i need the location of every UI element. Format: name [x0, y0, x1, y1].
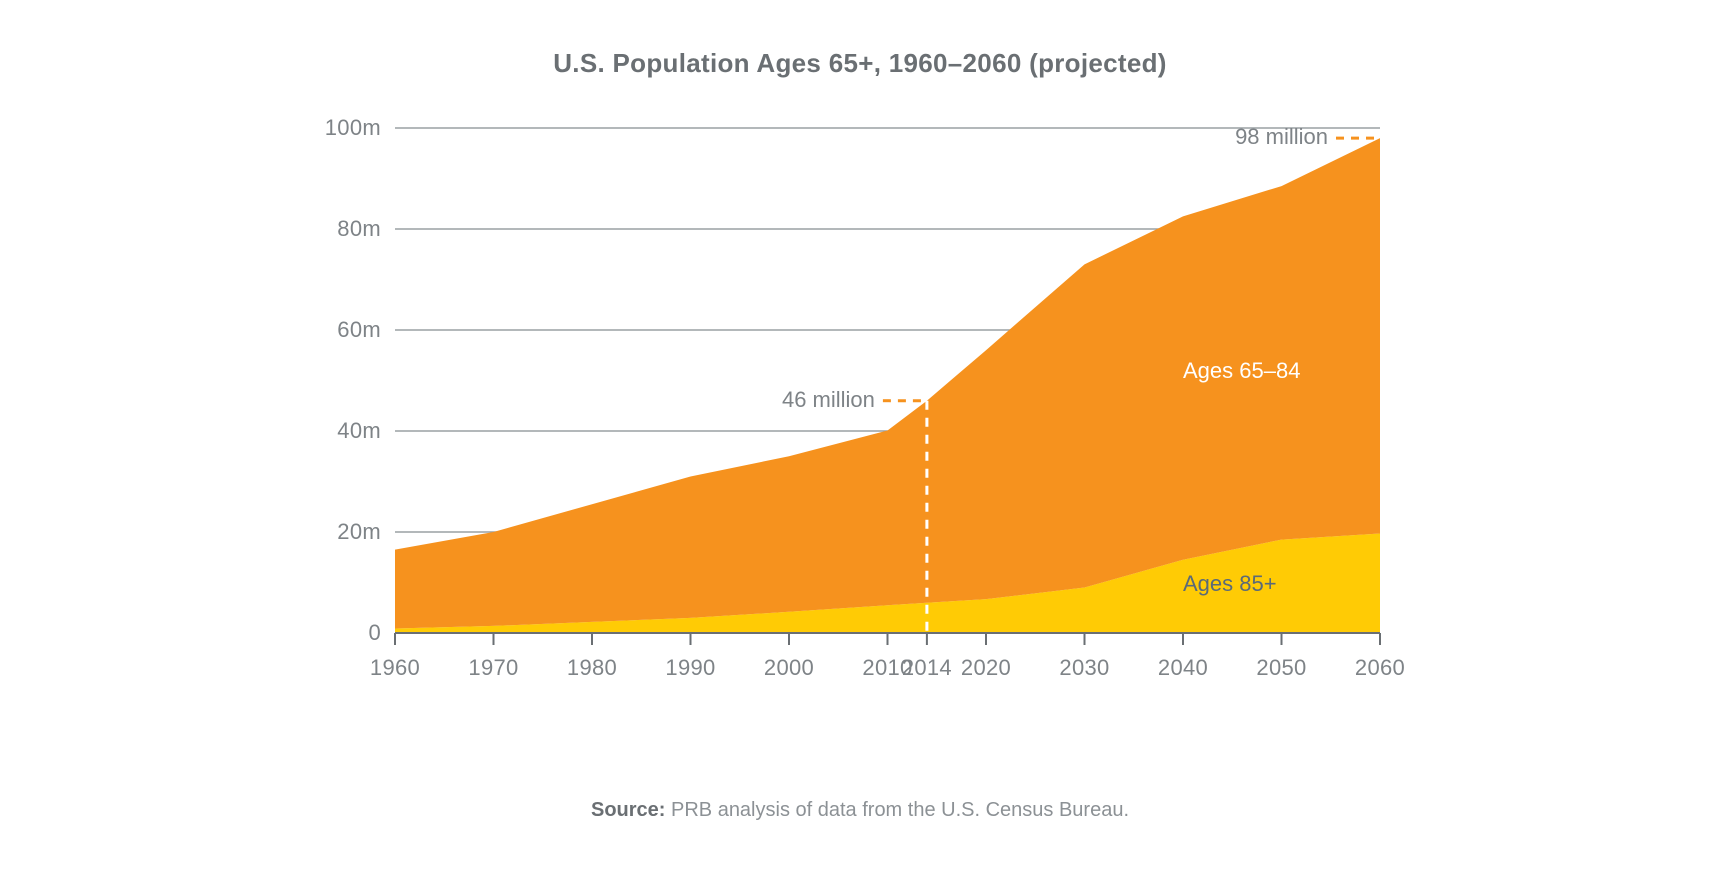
x-tick-label: 1990	[665, 655, 715, 681]
callout-label: 46 million	[782, 387, 875, 413]
y-tick-label: 60m	[337, 317, 381, 343]
x-tick-label: 2020	[961, 655, 1011, 681]
callout-label: 98 million	[1235, 124, 1328, 150]
population-area-chart: U.S. Population Ages 65+, 1960–2060 (pro…	[0, 0, 1720, 880]
y-tick-label: 100m	[325, 115, 381, 141]
source-text: PRB analysis of data from the U.S. Censu…	[665, 799, 1129, 821]
x-tick-label: 1970	[468, 655, 518, 681]
x-tick-label: 1960	[370, 655, 420, 681]
x-tick-label: 2040	[1158, 655, 1208, 681]
plot-overlay: 46 million98 millionAges 65–84Ages 85+	[395, 128, 1380, 633]
chart-source: Source: PRB analysis of data from the U.…	[0, 799, 1720, 822]
y-tick-label: 20m	[337, 519, 381, 545]
x-tick-label: 2030	[1059, 655, 1109, 681]
x-tick-label: 2014	[902, 655, 952, 681]
x-tick-label: 2050	[1256, 655, 1306, 681]
x-tick-label: 1980	[567, 655, 617, 681]
chart-title: U.S. Population Ages 65+, 1960–2060 (pro…	[0, 48, 1720, 79]
x-tick-label: 2000	[764, 655, 814, 681]
y-tick-label: 80m	[337, 216, 381, 242]
plot-area: 46 million98 millionAges 65–84Ages 85+	[395, 128, 1380, 633]
series-label: Ages 85+	[1183, 571, 1277, 597]
y-tick-label: 40m	[337, 418, 381, 444]
y-tick-label: 0	[368, 620, 381, 646]
x-tick-label: 2060	[1355, 655, 1405, 681]
source-prefix: Source:	[591, 799, 665, 821]
series-label: Ages 65–84	[1183, 358, 1300, 384]
